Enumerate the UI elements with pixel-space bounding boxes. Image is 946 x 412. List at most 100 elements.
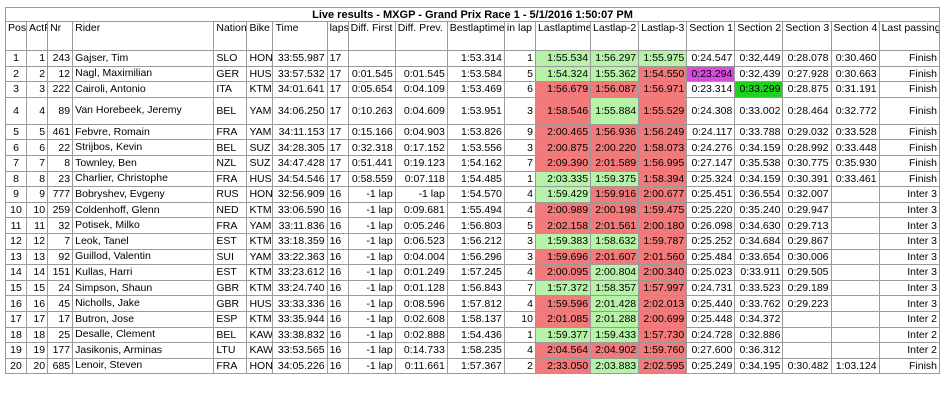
col-laps-cell: 17 xyxy=(326,170,349,188)
col-section-1-header: Section 1 xyxy=(686,21,736,51)
col-laps-cell: 17 xyxy=(326,50,349,67)
col-diff-first-cell: 0:32.318 xyxy=(347,139,396,156)
col-section-3-cell: 0:29.223 xyxy=(782,295,832,312)
col-section-4-cell: 0:32.772 xyxy=(830,96,880,125)
col-bestlaptime-cell: 1:56.843 xyxy=(446,279,505,297)
col-pos-cell: 4 xyxy=(4,96,28,125)
col-section-3-cell: 0:28.992 xyxy=(782,139,832,156)
col-laps-cell: 16 xyxy=(326,201,349,219)
col-lastlaptime-cell: 1:59.429 xyxy=(534,186,592,203)
header-row: PosActPNrRiderNationBikeTimelapsDiff. Fi… xyxy=(4,21,941,51)
col-nation-cell: EST xyxy=(213,264,248,281)
col-nation-cell: FRA xyxy=(213,123,248,141)
col-nr-cell: 12 xyxy=(47,65,74,83)
col-last-passing-cell: Inter 3 xyxy=(878,248,941,266)
col-nr-cell: 243 xyxy=(47,50,74,67)
col-bestlaptime-cell: 1:53.826 xyxy=(446,123,505,141)
col-diff-prev-cell: 0:11.661 xyxy=(394,357,448,375)
col-diff-first-cell: -1 lap xyxy=(347,248,396,266)
col-inlap-cell: 6 xyxy=(503,81,536,98)
col-section-2-cell: 0:34.630 xyxy=(734,217,784,234)
col-nr-cell: 7 xyxy=(47,232,74,250)
col-diff-prev-cell: 0:02.888 xyxy=(394,326,448,344)
col-actp-cell: 6 xyxy=(26,139,49,156)
col-nation-cell: ESP xyxy=(213,310,248,328)
col-diff-prev-cell: 0:01.545 xyxy=(394,65,448,83)
col-diff-prev-cell: 0:01.128 xyxy=(394,279,448,297)
results-body: 1 1 243 Gajser, Tim SLO HON 33:55.987 17 1:53.31… xyxy=(4,50,941,375)
col-section-2-cell: 0:34.159 xyxy=(734,139,784,156)
col-bike-header: Bike xyxy=(246,21,274,51)
col-diff-first-header: Diff. First xyxy=(347,21,396,51)
col-nation-cell: GBR xyxy=(213,295,248,312)
col-lastlap-3-cell: 1:54.550 xyxy=(638,65,688,83)
col-bike-cell: KTM xyxy=(246,232,274,250)
col-lastlap-2-cell: 2:01.288 xyxy=(590,310,640,328)
table-row: 8 8 23 Charlier, Christophe FRA HUS 34:54.546 1… xyxy=(4,170,941,188)
col-lastlap-3-cell: 1:59.760 xyxy=(638,342,688,359)
col-actp-cell: 7 xyxy=(26,154,49,172)
col-lastlaptime-cell: 2:01.085 xyxy=(534,310,592,328)
col-bike-cell: KTM xyxy=(246,279,274,297)
col-lastlap-3-cell: 1:57.730 xyxy=(638,326,688,344)
col-time-cell: 34:54.546 xyxy=(272,170,328,188)
col-section-4-cell: 0:31.191 xyxy=(830,81,880,98)
col-lastlap-3-cell: 2:00.699 xyxy=(638,310,688,328)
col-section-2-cell: 0:34.159 xyxy=(734,170,784,188)
col-section-4-cell xyxy=(830,186,880,203)
col-inlap-cell: 4 xyxy=(503,186,536,203)
col-actp-cell: 12 xyxy=(26,232,49,250)
col-bike-cell: YAM xyxy=(246,217,274,234)
col-rider-cell: Febvre, Romain xyxy=(72,123,215,141)
col-lastlaptime-cell: 1:54.324 xyxy=(534,65,592,83)
col-laps-cell: 16 xyxy=(326,217,349,234)
col-lastlaptime-cell: 1:59.696 xyxy=(534,248,592,266)
col-section-4-cell: 1:03.124 xyxy=(830,357,880,375)
col-nation-cell: NED xyxy=(213,201,248,219)
col-rider-cell: Cairoli, Antonio xyxy=(72,81,215,98)
col-inlap-cell: 7 xyxy=(503,279,536,297)
col-last-passing-cell: Finish xyxy=(878,123,941,141)
col-rider-cell: Strijbos, Kevin xyxy=(72,139,215,156)
col-lastlaptime-cell: 1:55.534 xyxy=(534,50,592,67)
col-lastlaptime-cell: 2:00.989 xyxy=(534,201,592,219)
col-last-passing-cell: Inter 3 xyxy=(878,264,941,281)
col-lastlap-3-cell: 1:58.073 xyxy=(638,139,688,156)
col-section-2-cell: 0:33.523 xyxy=(734,279,784,297)
col-actp-cell: 20 xyxy=(26,357,49,375)
table-row: 15 15 24 Simpson, Shaun GBR KTM 33:24.740 16 -1 … xyxy=(4,279,941,297)
col-pos-cell: 9 xyxy=(4,186,28,203)
col-bestlaptime-header: Bestlaptime xyxy=(446,21,505,51)
col-bestlaptime-cell: 1:53.469 xyxy=(446,81,505,98)
col-section-3-cell: 0:30.391 xyxy=(782,170,832,188)
col-laps-header: laps xyxy=(326,21,349,51)
col-nation-cell: BEL xyxy=(213,96,248,125)
col-last-passing-cell: Finish xyxy=(878,50,941,67)
col-nation-cell: BEL xyxy=(213,326,248,344)
col-section-1-cell: 0:26.098 xyxy=(686,217,736,234)
col-section-3-cell: 0:28.875 xyxy=(782,81,832,98)
col-section-4-cell xyxy=(830,264,880,281)
col-lastlap-2-cell: 1:56.297 xyxy=(590,50,640,67)
col-section-3-cell xyxy=(782,342,832,359)
col-diff-first-cell: -1 lap xyxy=(347,217,396,234)
col-section-1-cell: 0:24.731 xyxy=(686,279,736,297)
col-time-cell: 33:18.359 xyxy=(272,232,328,250)
col-actp-cell: 4 xyxy=(26,96,49,125)
col-last-passing-cell: Inter 2 xyxy=(878,310,941,328)
col-section-1-cell: 0:25.220 xyxy=(686,201,736,219)
col-section-1-cell: 0:25.023 xyxy=(686,264,736,281)
col-rider-cell: Potisek, Milko xyxy=(72,217,215,234)
col-last-passing-cell: Inter 3 xyxy=(878,201,941,219)
col-pos-cell: 17 xyxy=(4,310,28,328)
col-section-1-cell: 0:27.600 xyxy=(686,342,736,359)
col-pos-cell: 6 xyxy=(4,139,28,156)
col-section-3-cell: 0:27.928 xyxy=(782,65,832,83)
col-actp-cell: 13 xyxy=(26,248,49,266)
col-section-3-cell: 0:29.947 xyxy=(782,201,832,219)
col-pos-cell: 15 xyxy=(4,279,28,297)
col-bestlaptime-cell: 1:53.951 xyxy=(446,96,505,125)
col-bestlaptime-cell: 1:57.245 xyxy=(446,264,505,281)
col-time-cell: 33:35.944 xyxy=(272,310,328,328)
col-lastlaptime-cell: 1:59.596 xyxy=(534,295,592,312)
